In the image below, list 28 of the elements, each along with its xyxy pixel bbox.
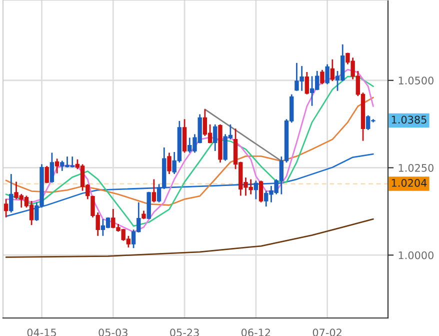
y-tick-label: 1.0500 (398, 76, 434, 84)
candlestick (152, 178, 156, 204)
candlestick (325, 64, 330, 85)
x-tick-label: 07-02 (312, 328, 342, 336)
candlestick (330, 58, 335, 82)
text: 1.0385 (392, 116, 426, 124)
y-tick-label: 1.0000 (398, 251, 434, 260)
line-series (5, 218, 374, 258)
candlestick (304, 71, 310, 96)
candlestick (258, 180, 264, 204)
y-tick-label: 1.0250 (398, 164, 434, 172)
candlestick (320, 69, 324, 85)
candlestick (50, 152, 54, 184)
x-tick-label: 05-23 (170, 328, 199, 336)
candlestick (44, 165, 49, 184)
candlestick (9, 173, 14, 214)
candlestick (167, 152, 172, 175)
line-series (5, 153, 374, 218)
x-tick-label: 06-12 (241, 328, 270, 336)
candlestick (254, 180, 258, 200)
ref-line-label: 1.0204 (392, 178, 427, 187)
line-series (5, 96, 374, 206)
candlestick (54, 158, 60, 174)
x-tick-label: 04-15 (27, 328, 56, 336)
candlestick (213, 124, 218, 152)
candlestick (182, 118, 187, 154)
candlestick (4, 198, 8, 218)
x-tick-label: 05-03 (98, 328, 128, 336)
